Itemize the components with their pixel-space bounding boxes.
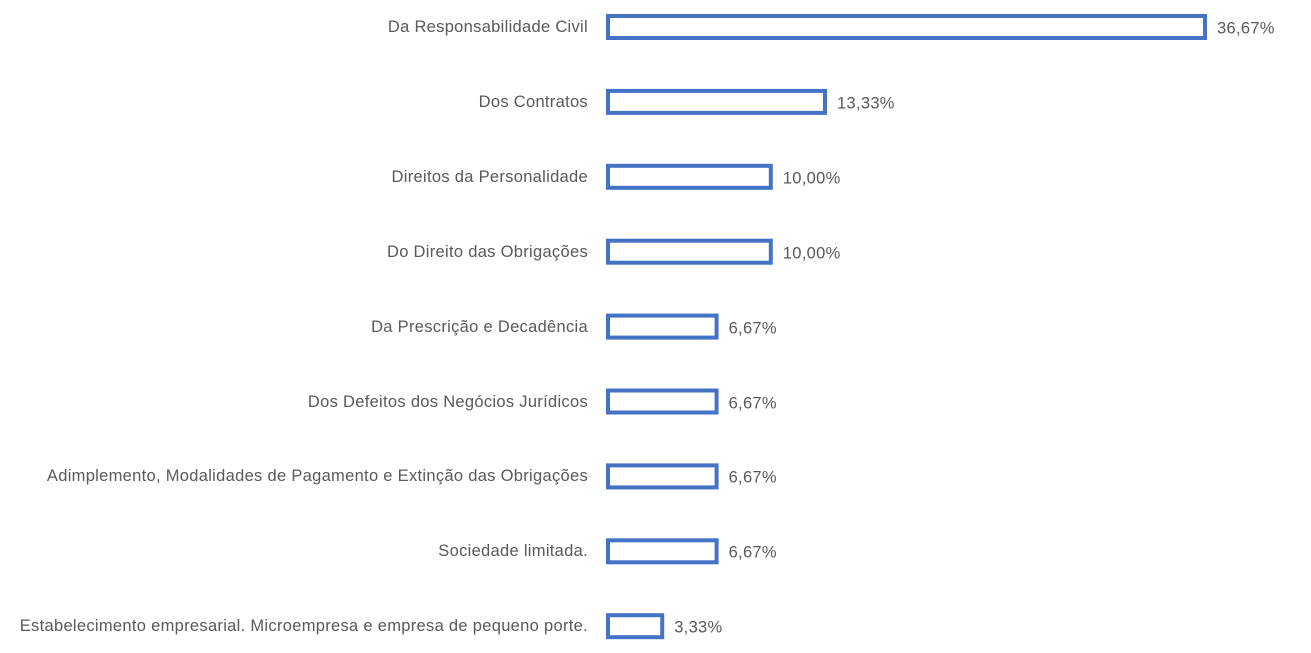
bar (606, 238, 773, 265)
value-label: 13,33% (837, 94, 895, 113)
value-label: 6,67% (728, 468, 777, 487)
bar (606, 613, 665, 640)
bar (606, 463, 719, 490)
value-label: 6,67% (728, 393, 777, 412)
category-label: Da Responsabilidade Civil (387, 18, 588, 36)
category-label: Sociedade limitada. (438, 542, 588, 561)
category-label: Estabelecimento empresarial. Microempres… (19, 617, 588, 636)
bar (606, 88, 828, 115)
category-label: Dos Contratos (478, 92, 588, 111)
bar (606, 163, 773, 190)
value-label: 10,00% (782, 169, 841, 188)
value-label: 10,00% (782, 244, 841, 263)
value-label: 36,67% (1217, 19, 1275, 38)
bar (606, 538, 719, 565)
bar (606, 14, 1207, 40)
category-label: Direitos da Personalidade (391, 167, 588, 186)
category-label: Do Direito das Obrigações (386, 242, 588, 261)
value-label: 6,67% (728, 543, 777, 562)
category-label: Adimplemento, Modalidades de Pagamento e… (46, 467, 588, 486)
category-label: Dos Defeitos dos Negócios Jurídicos (307, 392, 588, 411)
value-label: 3,33% (674, 618, 723, 637)
category-label: Da Prescrição e Decadência (371, 317, 588, 336)
bar (606, 388, 719, 415)
value-label: 6,67% (728, 318, 777, 337)
bar (606, 313, 719, 340)
